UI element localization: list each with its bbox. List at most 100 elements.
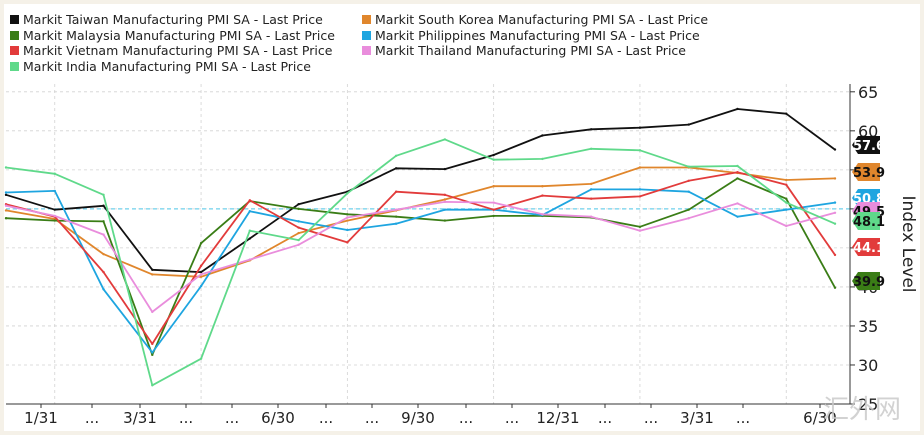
series-point [102,220,105,223]
series-point [151,353,154,357]
legend-item: Markit Philippines Manufacturing PMI SA … [362,28,700,43]
series-point [492,153,495,157]
series-point [492,201,495,204]
series-point [394,222,398,225]
series-point [541,134,544,137]
series-point [687,217,690,220]
series-point [394,154,398,158]
series-point [4,193,8,197]
series-point [833,222,837,225]
series-point [443,219,447,222]
x-tick-label: ... [505,409,519,427]
series-point [297,202,300,206]
legend-item: Markit Malaysia Manufacturing PMI SA - L… [10,28,335,43]
legend-item: Markit Vietnam Manufacturing PMI SA - La… [10,43,332,58]
series-point [687,165,690,168]
series-point [736,215,739,218]
series-point [297,207,300,211]
series-point [687,179,690,182]
series-point [199,264,203,268]
series-point [638,188,642,191]
y-tick-label: 25 [858,395,878,414]
last-value-badge: 44.1 [852,238,885,256]
legend-label: Markit Vietnam Manufacturing PMI SA - La… [23,43,333,58]
legend-swatch [10,30,19,40]
series-point [589,128,593,131]
series-point [541,194,544,197]
series-point [4,217,8,220]
series-point [443,138,447,141]
legend-swatch [10,61,19,71]
last-value-badge: 48.1 [852,212,885,230]
series-point [687,123,690,126]
series-point [541,157,544,161]
series-point [394,208,398,211]
legend-item: Markit India Manufacturing PMI SA - Last… [10,59,311,74]
series-point [199,270,203,274]
series-point [589,147,593,150]
x-tick-label: ... [85,409,99,427]
series-line [5,138,836,387]
legend-label: Markit Thailand Manufacturing PMI SA - L… [375,43,686,58]
legend-label: Markit Philippines Manufacturing PMI SA … [375,27,700,43]
series-point [248,199,252,202]
series-point [53,219,56,222]
series-point [53,214,56,218]
series-point [833,253,837,257]
series-point [443,208,447,211]
series-point [151,384,154,387]
series-point [589,182,593,186]
series-point [151,351,154,354]
series-point [248,258,252,261]
series-point [297,226,300,229]
series-point [541,185,544,188]
series-point [394,167,398,170]
series-point [687,208,690,211]
series-point [833,286,837,289]
series-point [102,233,105,236]
series-line [5,188,836,354]
legend-label: Markit Taiwan Manufacturing PMI SA - Las… [23,12,323,27]
series-point [443,198,447,201]
series-point [151,268,154,271]
x-tick-label: ... [598,409,612,427]
x-tick-label: ... [319,409,333,427]
badge-label: 44.1 [853,241,885,256]
x-tick-label: ... [736,409,750,427]
series-point [638,126,642,129]
series-point [785,224,788,228]
series-point [4,191,8,194]
badge-label: 53.9 [853,166,885,181]
series-point [102,193,105,197]
series-point [785,201,788,204]
series-point [785,197,788,200]
series-point [443,167,447,171]
x-tick-label: 9/30 [401,409,435,427]
legend-swatch [362,30,371,40]
series-point [53,172,56,175]
legend-label: Markit India Manufacturing PMI SA - Last… [23,58,311,74]
legend-item: Markit Taiwan Manufacturing PMI SA - Las… [10,12,323,27]
series-point [346,241,349,244]
badge-shape [852,163,880,181]
series-point [151,310,154,314]
series-point [53,189,56,193]
x-tick-label: 6/30 [261,409,295,427]
series-point [638,149,642,152]
series-line [5,108,836,274]
series-point [346,192,349,195]
y-axis-title: Index Level [898,195,918,292]
x-tick-label: ... [365,409,379,427]
series-point [4,166,8,169]
last-value-badge: 53.9 [852,163,885,181]
series-point [199,275,203,278]
series-point [102,204,105,207]
series-point [151,342,154,346]
series-point [297,243,300,246]
series-point [199,242,203,245]
legend-item: Markit South Korea Manufacturing PMI SA … [362,12,708,27]
badge-shape [852,136,880,154]
series-point [638,166,642,169]
legend-swatch [10,15,19,24]
